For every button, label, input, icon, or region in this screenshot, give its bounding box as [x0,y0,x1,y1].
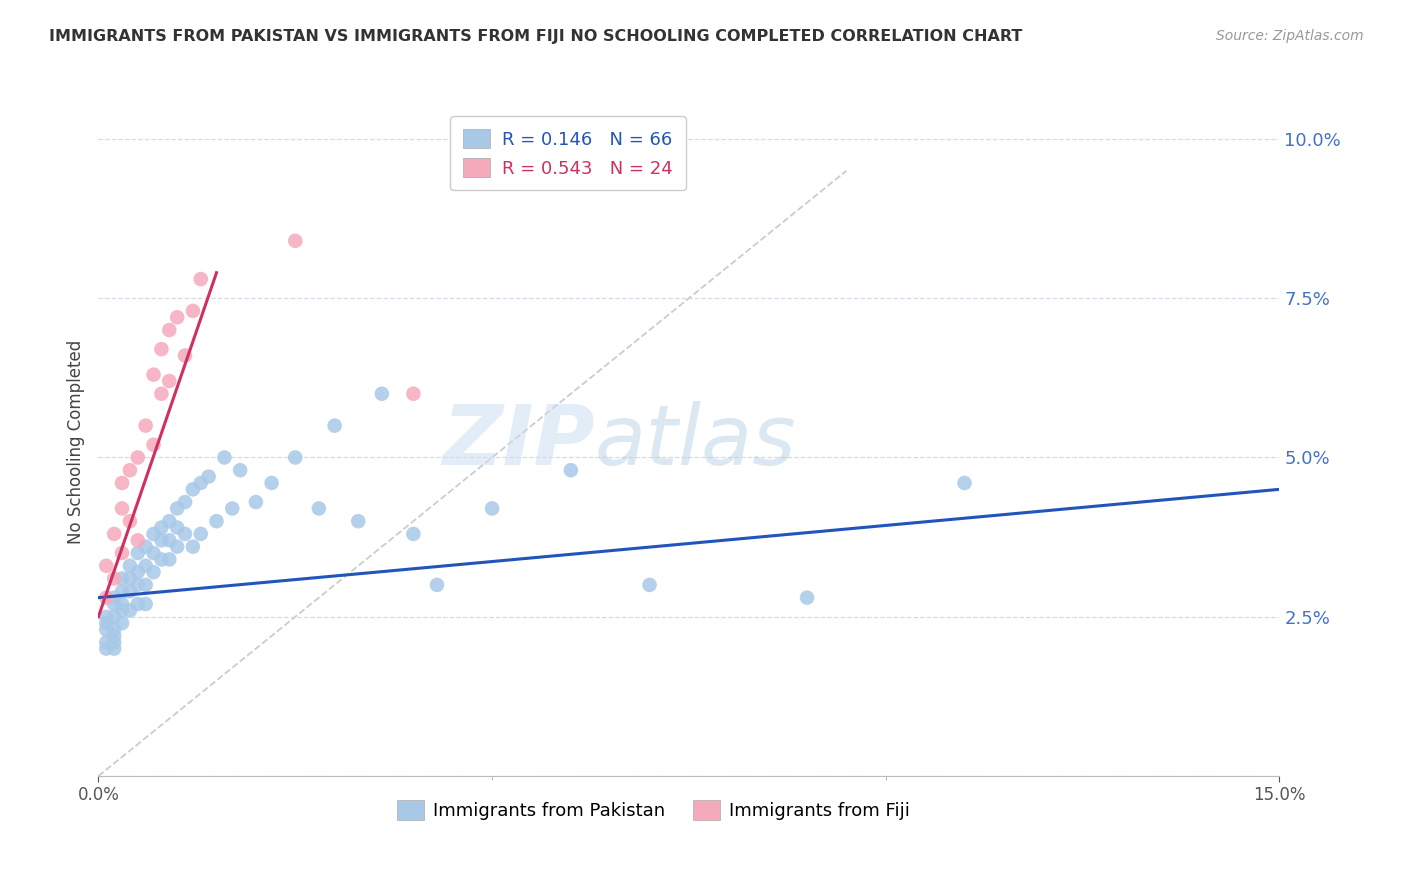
Point [118,584,141,599]
Point [103,591,125,605]
Point [103,635,125,649]
Point [111,572,134,586]
Point [135,540,157,554]
Point [174,527,197,541]
Point [157,514,180,528]
Point [135,597,157,611]
Point [127,450,149,465]
Point [111,501,134,516]
Point [103,597,125,611]
Point [166,520,188,534]
Point [205,514,228,528]
Point [142,527,165,541]
Point [127,546,149,560]
Point [111,603,134,617]
Point [103,623,125,637]
Point [111,597,134,611]
Point [638,578,661,592]
Point [111,584,134,599]
Point [150,533,173,548]
Point [157,533,180,548]
Point [96,641,118,656]
Point [127,597,149,611]
Point [796,591,818,605]
Point [96,635,118,649]
Point [118,514,141,528]
Point [174,349,197,363]
Point [166,540,188,554]
Point [142,368,165,382]
Point [111,546,134,560]
Point [308,501,330,516]
Point [150,520,173,534]
Point [150,552,173,566]
Point [174,495,197,509]
Point [190,527,212,541]
Point [103,572,125,586]
Point [103,527,125,541]
Point [118,603,141,617]
Y-axis label: No Schooling Completed: No Schooling Completed [66,340,84,543]
Point [142,565,165,579]
Point [96,591,118,605]
Point [190,272,212,286]
Point [426,578,449,592]
Point [197,469,219,483]
Point [96,558,118,573]
Point [953,475,976,490]
Point [96,623,118,637]
Point [157,552,180,566]
Point [221,501,243,516]
Point [135,418,157,433]
Point [245,495,267,509]
Text: IMMIGRANTS FROM PAKISTAN VS IMMIGRANTS FROM FIJI NO SCHOOLING COMPLETED CORRELAT: IMMIGRANTS FROM PAKISTAN VS IMMIGRANTS F… [49,29,1022,44]
Point [402,527,425,541]
Point [142,438,165,452]
Text: ZIP: ZIP [441,401,595,482]
Point [111,475,134,490]
Legend: Immigrants from Pakistan, Immigrants from Fiji: Immigrants from Pakistan, Immigrants fro… [389,793,917,827]
Point [481,501,503,516]
Point [214,450,236,465]
Point [111,616,134,631]
Point [190,475,212,490]
Point [103,641,125,656]
Point [229,463,252,477]
Text: atlas: atlas [595,401,796,482]
Point [142,546,165,560]
Point [402,386,425,401]
Point [323,418,346,433]
Point [371,386,394,401]
Point [103,609,125,624]
Point [135,578,157,592]
Point [118,558,141,573]
Point [127,533,149,548]
Point [127,578,149,592]
Point [260,475,283,490]
Point [150,342,173,356]
Point [103,629,125,643]
Point [284,450,307,465]
Point [157,323,180,337]
Point [157,374,180,388]
Point [181,483,204,497]
Point [118,463,141,477]
Point [150,386,173,401]
Text: Source: ZipAtlas.com: Source: ZipAtlas.com [1216,29,1364,43]
Point [166,310,188,325]
Point [166,501,188,516]
Point [96,609,118,624]
Point [135,558,157,573]
Point [560,463,582,477]
Point [347,514,370,528]
Point [181,540,204,554]
Point [181,304,204,318]
Point [284,234,307,248]
Point [96,616,118,631]
Point [127,565,149,579]
Point [118,572,141,586]
